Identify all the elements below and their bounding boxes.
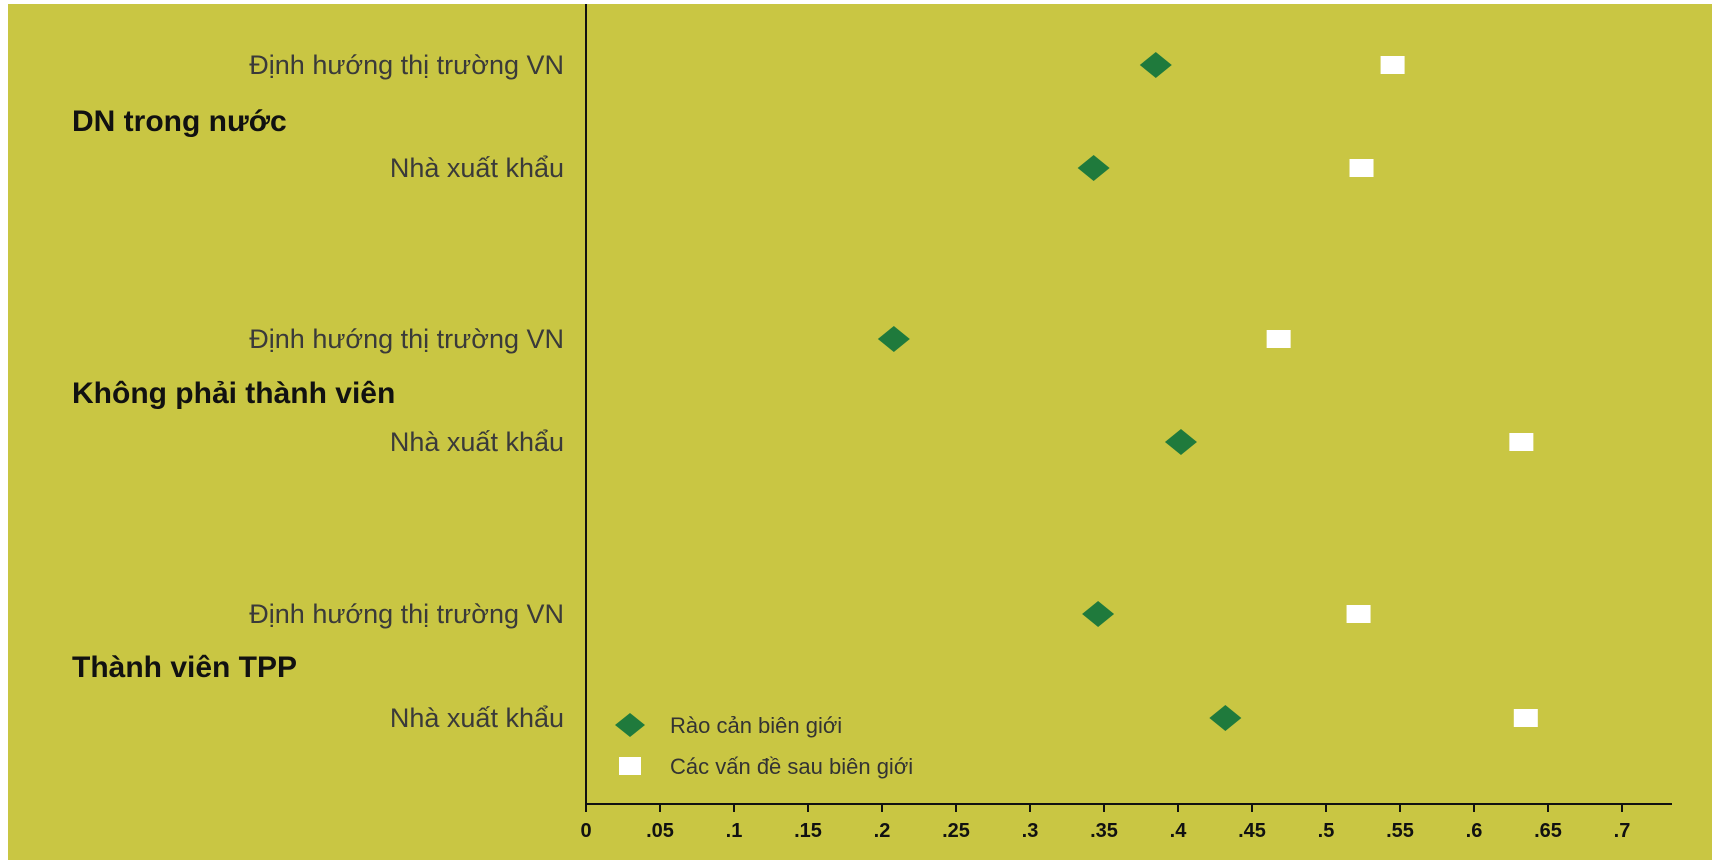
x-tick-label: .2 (874, 820, 891, 842)
data-point-diamond (1164, 429, 1197, 455)
row-label: Định hướng thị trường VN (249, 50, 564, 80)
legend-diamond-marker (615, 713, 645, 737)
row-label: Nhà xuất khẩu (390, 703, 564, 733)
x-tick-label: .6 (1466, 820, 1483, 842)
data-point-square (1380, 56, 1405, 74)
legend-label: Các vấn đề sau biên giới (670, 754, 913, 779)
data-point-square (1266, 330, 1291, 348)
row-label: Định hướng thị trường VN (249, 324, 564, 354)
group-label: Thành viên TPP (72, 651, 297, 684)
data-point-square (1346, 605, 1371, 623)
x-tick-label: .1 (726, 820, 743, 842)
row-label: Định hướng thị trường VN (249, 599, 564, 629)
x-tick-label: .35 (1090, 820, 1118, 842)
data-point-diamond (877, 326, 910, 352)
x-tick-label: .25 (942, 820, 970, 842)
group-label: DN trong nước (72, 105, 287, 138)
x-tick-label: .55 (1386, 820, 1414, 842)
data-point-square (1349, 159, 1374, 177)
legend-square-marker (619, 757, 641, 775)
data-point-square (1513, 709, 1538, 727)
group-label: Không phải thành viên (72, 377, 395, 410)
x-tick-label: .65 (1534, 820, 1562, 842)
x-tick-label: .15 (794, 820, 822, 842)
row-label: Nhà xuất khẩu (390, 427, 564, 457)
x-tick-label: .4 (1170, 820, 1188, 842)
row-label: Nhà xuất khẩu (390, 153, 564, 183)
x-tick-label: .05 (646, 820, 674, 842)
x-tick-label: .3 (1022, 820, 1039, 842)
data-point-square (1509, 433, 1534, 451)
data-point-diamond (1209, 705, 1242, 731)
data-point-diamond (1082, 601, 1115, 627)
dot-plot-chart: DN trong nước Định hướng thị trường VN Nhà… (8, 4, 1712, 860)
chart-background (8, 4, 1712, 860)
data-point-diamond (1139, 52, 1172, 78)
x-tick-label: .7 (1614, 820, 1631, 842)
data-point-diamond (1077, 155, 1110, 181)
x-tick-label: .45 (1238, 820, 1266, 842)
legend-label: Rào cản biên giới (670, 713, 842, 738)
x-tick-label: 0 (580, 820, 591, 842)
x-tick-label: .5 (1318, 820, 1335, 842)
chart-panel: DN trong nước Định hướng thị trường VN Nhà… (8, 4, 1712, 860)
